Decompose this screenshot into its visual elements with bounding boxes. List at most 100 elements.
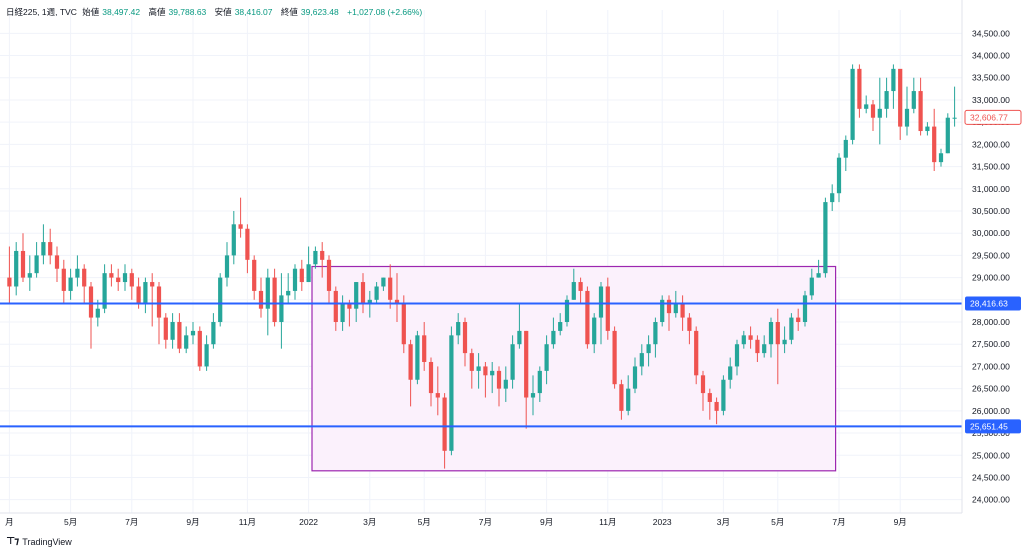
candle-body (170, 322, 175, 340)
candle-body (496, 370, 502, 389)
symbol-label: 日経225, 1週, TVC (6, 7, 77, 17)
candle-body (388, 277, 393, 300)
candle-body (592, 317, 597, 345)
candle-body (857, 68, 862, 109)
x-tick-label: 7月 (479, 517, 492, 527)
x-tick-label: 2022 (299, 517, 318, 527)
x-tick-label: 11月 (239, 517, 256, 527)
candle-body (238, 224, 243, 229)
candle-body (830, 193, 835, 203)
candle-body (714, 401, 719, 411)
candle-body (75, 268, 80, 278)
candle-body (734, 344, 740, 367)
candle-body (551, 330, 556, 345)
candle-body (150, 282, 155, 287)
candle-body (143, 282, 148, 305)
candle-body (503, 379, 508, 389)
candle-body (789, 317, 794, 340)
candle-body (306, 264, 311, 283)
candle-body (422, 335, 427, 362)
y-tick-label: 34,000.00 (972, 51, 1010, 61)
y-tick-label: 27,500.00 (972, 339, 1010, 349)
candle-body (598, 286, 604, 318)
candle-body (333, 290, 338, 323)
candle-body (864, 104, 869, 109)
candle-body (292, 268, 298, 291)
x-tick-label: 9月 (186, 517, 199, 527)
candle-body (619, 384, 624, 411)
candle-body (680, 304, 685, 318)
candle-body (286, 290, 291, 296)
level-label: 25,651.45 (970, 421, 1008, 431)
candle-body (102, 273, 107, 309)
candle-body (469, 353, 474, 371)
candle-body (367, 299, 372, 305)
price-label: 32,606.77 (970, 112, 1008, 122)
candle-body (27, 273, 32, 278)
candle-body (768, 322, 774, 345)
y-tick-label: 31,000.00 (972, 184, 1010, 194)
candle-body (265, 277, 270, 309)
candle-body (646, 344, 651, 354)
candle-body (109, 273, 114, 278)
candle-body (612, 330, 617, 385)
plot-area[interactable] (0, 0, 963, 514)
candle-body (544, 344, 549, 371)
candle-body (122, 273, 128, 283)
candle-body (571, 282, 576, 300)
change-label: +1,027.08 (+2.66%) (347, 7, 423, 17)
low-label: 安値 38,416.07 (214, 7, 273, 17)
candle-body (687, 317, 692, 331)
candle-body (748, 335, 753, 340)
candle-body (632, 366, 638, 389)
candle-body (564, 299, 570, 323)
candle-body (320, 250, 325, 260)
candle-body (870, 104, 876, 118)
candle-body (530, 393, 536, 398)
candle-body (891, 68, 896, 92)
y-tick-label: 33,000.00 (972, 95, 1010, 105)
candle-body (755, 339, 760, 354)
candle-body (728, 366, 733, 380)
candle-body (524, 330, 529, 398)
candle-body (177, 322, 182, 349)
ohlc-legend: 日経225, 1週, TVC 始値 38,497.42 高値 39,788.63 安… (6, 6, 425, 18)
candle-body (952, 117, 957, 119)
y-tick-label: 26,500.00 (972, 384, 1010, 394)
candle-body (313, 250, 318, 265)
x-tick-label: 7月 (125, 517, 138, 527)
x-tick-label: 5月 (418, 517, 431, 527)
open-label: 始値 38,497.42 (82, 7, 141, 17)
candle-body (449, 335, 454, 451)
range-box (311, 265, 837, 472)
candle-body (258, 290, 264, 309)
candle-body (347, 304, 352, 309)
candle-body (82, 268, 87, 287)
candle-body (802, 295, 808, 323)
candle-body (354, 282, 359, 309)
y-tick-label: 33,500.00 (972, 73, 1010, 83)
candle-body (626, 388, 631, 411)
candle-body (116, 277, 121, 283)
candle-body (782, 339, 787, 345)
candle-body (190, 330, 196, 336)
x-tick-label: 月 (5, 517, 14, 527)
close-label: 終値 39,623.48 (280, 7, 339, 17)
candle-body (428, 361, 434, 394)
candle-body (925, 126, 930, 132)
candle-body (156, 286, 162, 318)
brand-label: TradingView (22, 536, 72, 547)
level-label: 28,416.63 (970, 299, 1008, 309)
x-tick-label: 9月 (894, 517, 907, 527)
candle-body (660, 299, 665, 323)
y-tick-label: 34,500.00 (972, 28, 1010, 38)
candle-body (938, 153, 944, 163)
candle-body (762, 344, 767, 354)
candle-body (510, 344, 515, 380)
x-tick-label: 2023 (653, 517, 672, 527)
candle-body (816, 273, 821, 278)
candle-body (666, 299, 672, 314)
candle-body (537, 370, 542, 394)
candle-body (843, 139, 848, 158)
